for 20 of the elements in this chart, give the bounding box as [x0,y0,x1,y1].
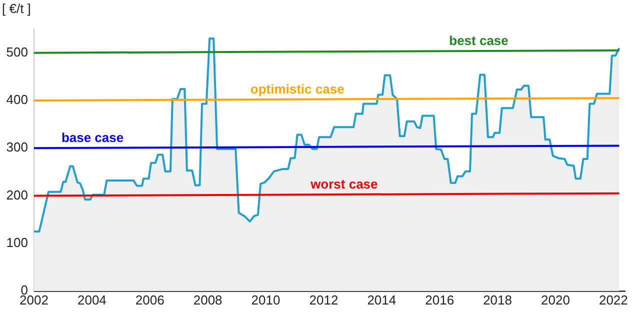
series-label: optimistic case [250,81,344,96]
x-tick-label: 2020 [541,292,570,308]
y-axis-title: [ €/t ] [2,1,31,16]
y-tick-label: 200 [6,187,28,202]
y-tick-label: 300 [6,140,28,155]
x-tick-label: 2014 [367,292,396,308]
x-tick-label: 2016 [425,292,454,308]
x-tick-label: 2022 [598,292,628,308]
x-tick-label: 2006 [135,292,164,308]
y-tick-label: 400 [6,92,28,108]
x-tick-label: 2010 [251,292,280,308]
x-tick-label: 2012 [309,292,338,308]
x-tick-label: 2004 [77,292,106,308]
x-tick-label: 2018 [483,292,512,308]
series-label: worst case [310,176,378,192]
series-label: base case [61,130,124,145]
x-tick-label: 2008 [193,292,222,308]
y-tick-label: 100 [6,234,28,250]
y-tick-label: 500 [6,44,28,60]
series-label: best case [449,33,508,48]
